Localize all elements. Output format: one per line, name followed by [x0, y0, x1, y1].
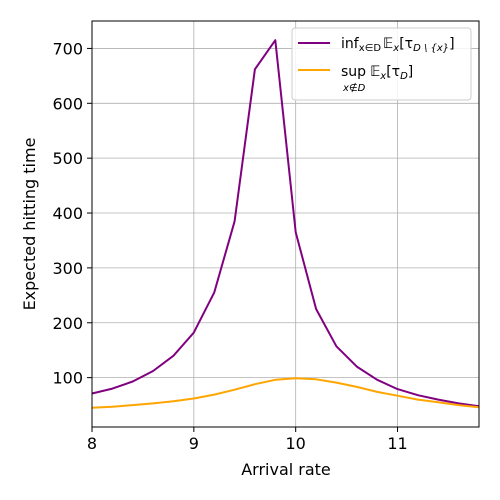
x-axis-label: Arrival rate [241, 460, 331, 479]
series-line-1 [91, 377, 480, 409]
x-tick-label: 9 [189, 434, 199, 453]
plot-frame [91, 20, 480, 428]
legend-label-sup: sup 𝔼x[τD] [341, 64, 413, 82]
y-tick-label: 400 [52, 204, 83, 223]
y-tick-label: 100 [52, 369, 83, 388]
y-axis-label: Expected hitting time [20, 138, 39, 311]
x-tick-label: 10 [286, 434, 306, 453]
y-tick-label: 700 [52, 39, 83, 58]
series-lines [91, 39, 480, 409]
series-line-0 [91, 39, 480, 408]
legend-label-inf: infx∈D 𝔼x[τD \ {x}] [341, 36, 455, 54]
y-tick-label: 500 [52, 149, 83, 168]
legend-box [291, 27, 472, 101]
x-tick-label: 8 [87, 434, 97, 453]
y-tick-label: 300 [52, 259, 83, 278]
legend: infx∈D 𝔼x[τD \ {x}] sup 𝔼x[τD] x∉D [291, 27, 472, 101]
axis-ticks: 8 9 10 11 100 200 300 400 500 600 700 [52, 39, 407, 453]
y-tick-label: 200 [52, 314, 83, 333]
x-tick-label: 11 [387, 434, 407, 453]
legend-label-sup-under: x∉D [342, 82, 366, 94]
y-tick-label: 600 [52, 94, 83, 113]
